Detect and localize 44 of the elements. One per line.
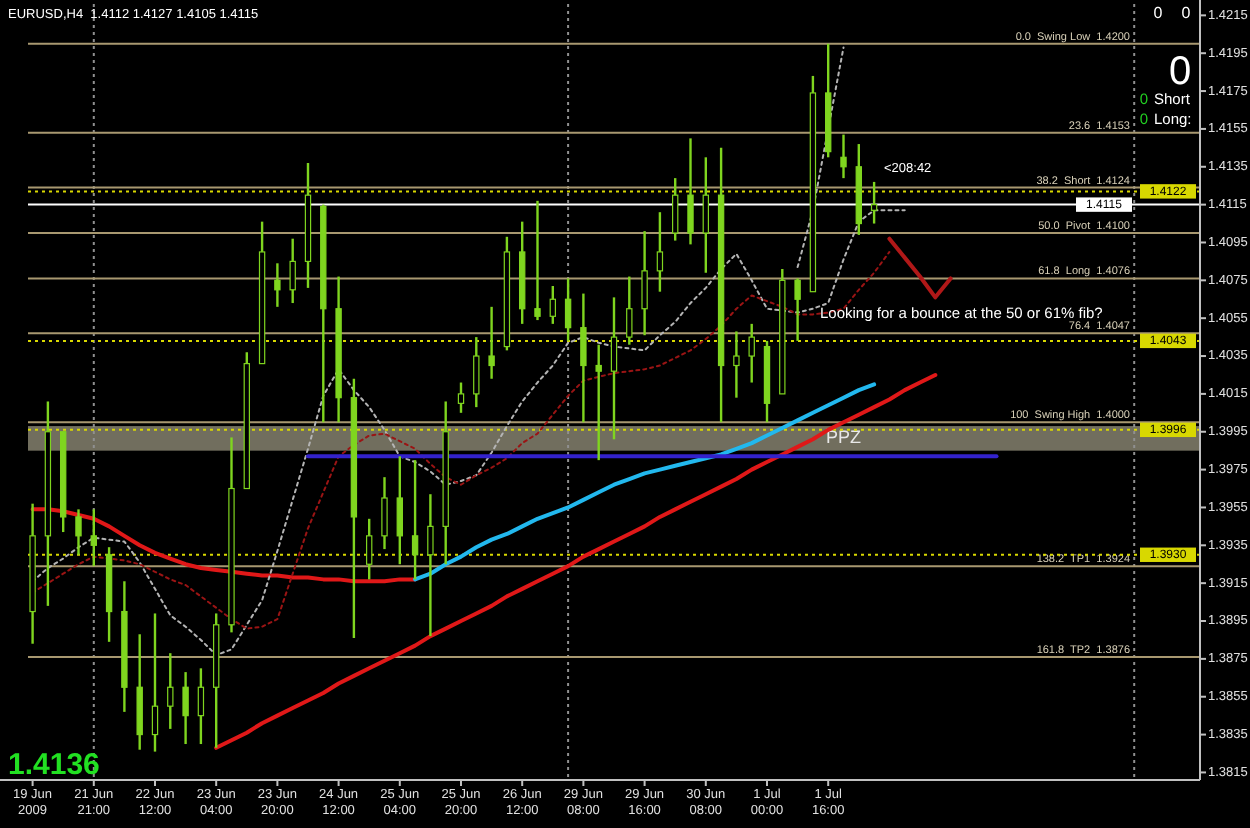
band-label: PPZ: [825, 427, 862, 448]
candlestick: [90, 508, 97, 568]
candlestick: [167, 651, 174, 731]
candlestick: [840, 133, 847, 180]
candlestick: [534, 199, 541, 322]
candlestick: [396, 455, 403, 566]
line-series: [30, 507, 418, 584]
annotation: 0: [1168, 50, 1192, 94]
line-series: [413, 382, 877, 582]
candlestick: [151, 612, 159, 753]
candlestick: [549, 284, 556, 326]
candlestick: [427, 493, 434, 638]
candlestick: [457, 381, 465, 415]
line-series: [214, 372, 938, 750]
line-series: [796, 46, 845, 269]
candlestick: [289, 237, 296, 305]
candlestick: [182, 670, 189, 746]
candlestick: [641, 229, 648, 337]
annotation: 1.4136: [8, 748, 100, 782]
annotation: 0: [1181, 4, 1192, 22]
candlestick: [687, 137, 694, 246]
candlestick: [733, 330, 740, 399]
candlestick: [702, 156, 709, 274]
candlestick: [672, 176, 679, 242]
candlestick: [366, 517, 373, 581]
annotation: 0: [1153, 4, 1164, 22]
candlestick: [626, 275, 633, 346]
candlestick: [656, 211, 664, 293]
candlestick: [595, 343, 602, 462]
candlestick: [473, 335, 480, 409]
candlestick: [75, 508, 82, 556]
candlestick: [610, 296, 618, 441]
candlestick: [274, 262, 281, 309]
candlestick: [136, 633, 143, 751]
candlestick: [197, 667, 205, 746]
candlestick: [381, 475, 388, 551]
candlestick: [580, 292, 587, 424]
candlestick: [794, 277, 801, 343]
candlestick: [488, 305, 495, 380]
line-series: [887, 236, 953, 300]
candlestick: [564, 277, 572, 343]
candlestick: [411, 458, 419, 581]
candlestick: [870, 180, 878, 225]
candlestick: [748, 322, 755, 384]
